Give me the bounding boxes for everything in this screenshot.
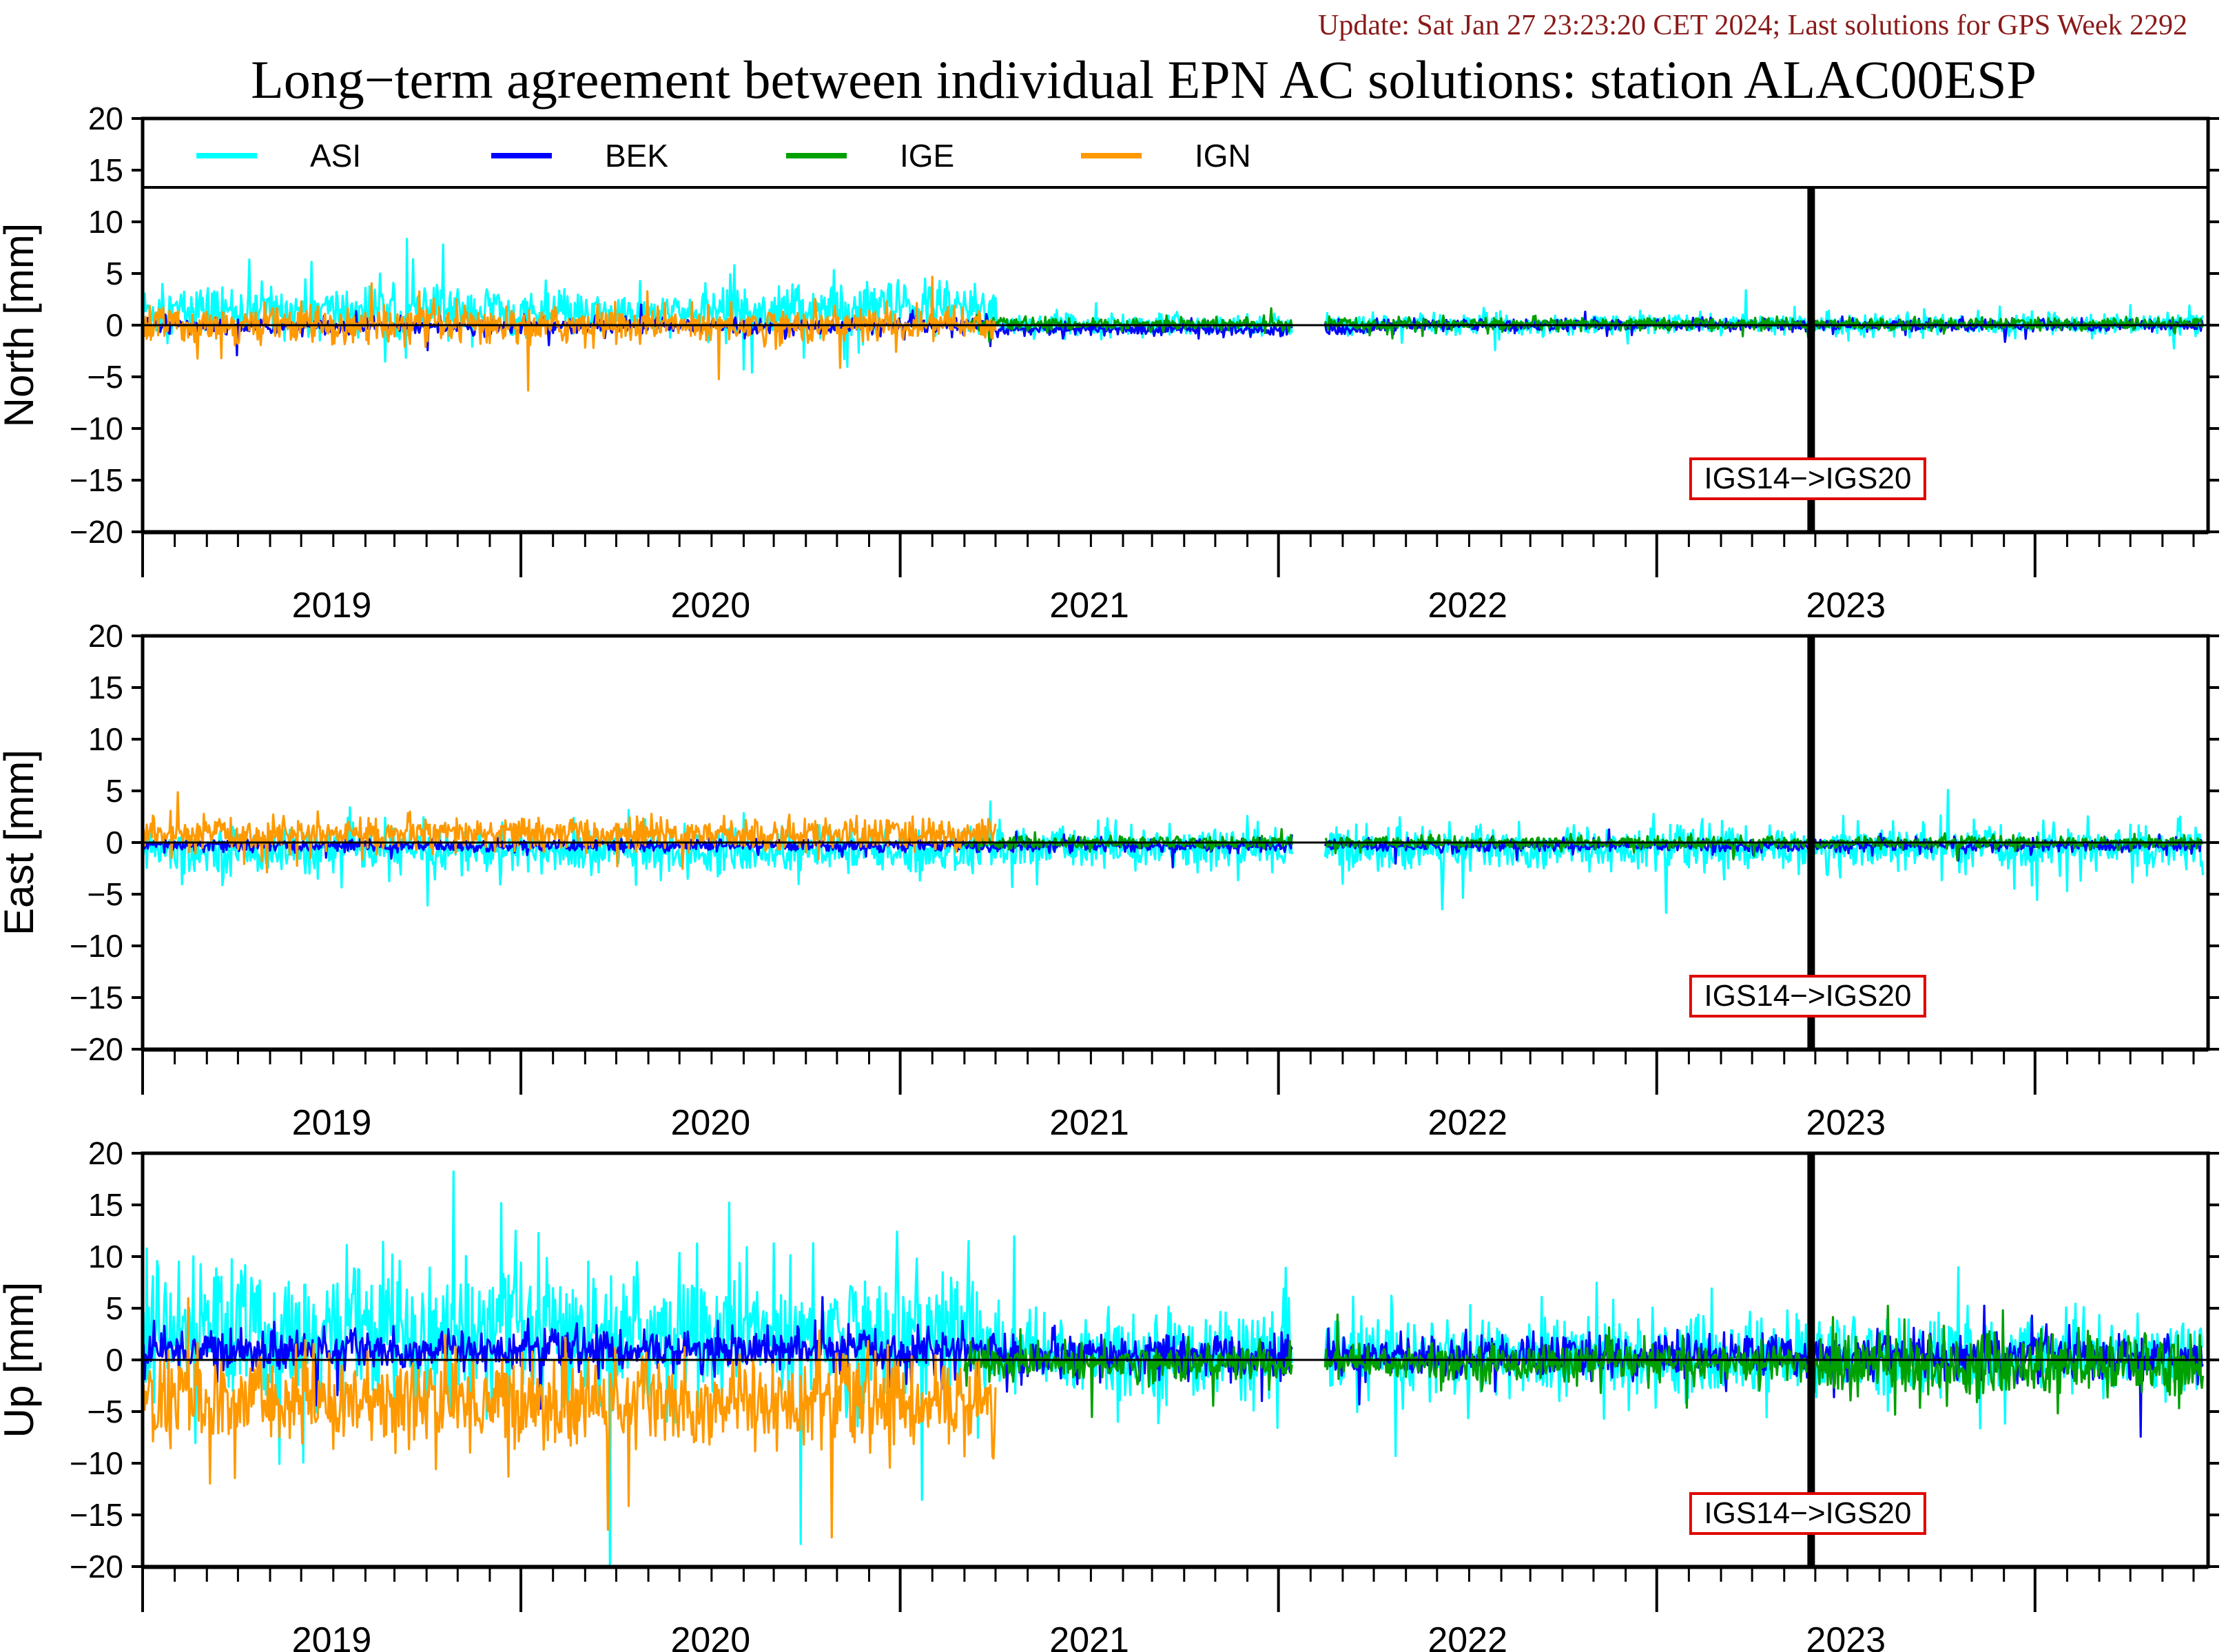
x-year-label: 2023 <box>1806 586 1886 626</box>
x-year-label: 2020 <box>670 586 750 626</box>
legend-label-ign: IGN <box>1195 138 1251 174</box>
plot-frame <box>141 1151 2210 1569</box>
series-group <box>143 1170 2205 1567</box>
legend-background <box>143 118 2208 187</box>
update-text: Update: Sat Jan 27 23:23:20 CET 2024; La… <box>1318 10 2187 41</box>
reference-change-label-box <box>1689 975 1926 1018</box>
panel-north: 20 15 10 5 0 −5 −10 −15 −20 North [mm] IGS14−>IGS2… <box>0 101 2219 626</box>
legend-label-ige: IGE <box>900 138 954 174</box>
series-ign <box>143 276 997 392</box>
y-axis-label: North [mm] <box>0 223 42 428</box>
x-year-label: 2019 <box>292 1620 372 1652</box>
y-tick-label: 15 <box>88 1187 123 1223</box>
y-tick-label: −20 <box>70 1549 123 1584</box>
y-tick-label: 5 <box>105 773 123 809</box>
y-tick-label: −15 <box>70 1497 123 1533</box>
y-tick-label: 20 <box>88 1135 123 1171</box>
y-tick-label: 10 <box>88 204 123 240</box>
y-tick-label: 5 <box>105 256 123 291</box>
x-year-label: 2021 <box>1049 586 1129 626</box>
series-ign <box>143 791 997 874</box>
y-tick-label: −5 <box>87 876 123 912</box>
legend-label-bek: BEK <box>605 138 668 174</box>
x-year-label: 2022 <box>1428 586 1507 626</box>
x-year-label: 2019 <box>292 1103 372 1143</box>
y-tick-label: −10 <box>70 1445 123 1481</box>
reference-change-label: IGS14−>IGS20 <box>1704 462 1911 495</box>
y-tick-label: 15 <box>88 152 123 188</box>
series-ign <box>143 1297 997 1539</box>
chart-title: Long−term agreement between individual E… <box>251 50 2037 110</box>
reference-change-label-box <box>1689 457 1926 500</box>
y-tick-label: −10 <box>70 928 123 964</box>
y-tick-label: 10 <box>88 721 123 757</box>
y-tick-label: 20 <box>88 101 123 136</box>
y-tick-label: −15 <box>70 462 123 498</box>
x-year-label: 2022 <box>1428 1103 1507 1143</box>
y-tick-label: 0 <box>105 1342 123 1378</box>
reference-change-label: IGS14−>IGS20 <box>1704 979 1911 1013</box>
reference-change-label-box <box>1689 1492 1926 1535</box>
plot-frame <box>141 116 2210 534</box>
series-group <box>143 789 2205 914</box>
y-tick-label: −15 <box>70 980 123 1015</box>
series-asi <box>143 238 2205 374</box>
series-ige <box>963 1304 2205 1418</box>
plot-frame <box>141 634 2210 1051</box>
x-year-label: 2019 <box>292 586 372 626</box>
series-group <box>143 238 2205 392</box>
panel-up: 20 15 10 5 0 −5 −10 −15 −20 Up [mm] IGS14−>IGS20 20… <box>0 1135 2219 1652</box>
panel-east: 20 15 10 5 0 −5 −10 −15 −20 East [mm] IGS14−>IGS20… <box>0 618 2219 1143</box>
y-tick-label: −5 <box>87 1394 123 1429</box>
x-year-label: 2021 <box>1049 1103 1129 1143</box>
y-tick-label: −20 <box>70 514 123 550</box>
y-tick-label: −5 <box>87 359 123 395</box>
legend-label-asi: ASI <box>310 138 361 174</box>
chart-panels: 20 15 10 5 0 −5 −10 −15 −20 North [mm] IGS14−>IGS2… <box>0 101 2219 1652</box>
y-tick-label: 0 <box>105 825 123 860</box>
x-year-label: 2022 <box>1428 1620 1507 1652</box>
y-axis-label: Up [mm] <box>0 1282 42 1438</box>
y-tick-label: 0 <box>105 307 123 343</box>
y-axis-label: East [mm] <box>0 750 42 936</box>
y-tick-label: 20 <box>88 618 123 654</box>
y-tick-label: 10 <box>88 1239 123 1274</box>
y-tick-label: 5 <box>105 1290 123 1326</box>
y-tick-label: −20 <box>70 1031 123 1067</box>
y-tick-label: −10 <box>70 411 123 446</box>
x-year-label: 2023 <box>1806 1103 1886 1143</box>
x-year-label: 2020 <box>670 1103 750 1143</box>
reference-change-label: IGS14−>IGS20 <box>1704 1496 1911 1530</box>
x-year-label: 2021 <box>1049 1620 1129 1652</box>
y-tick-label: 15 <box>88 670 123 705</box>
x-year-label: 2020 <box>670 1620 750 1652</box>
x-year-label: 2023 <box>1806 1620 1886 1652</box>
